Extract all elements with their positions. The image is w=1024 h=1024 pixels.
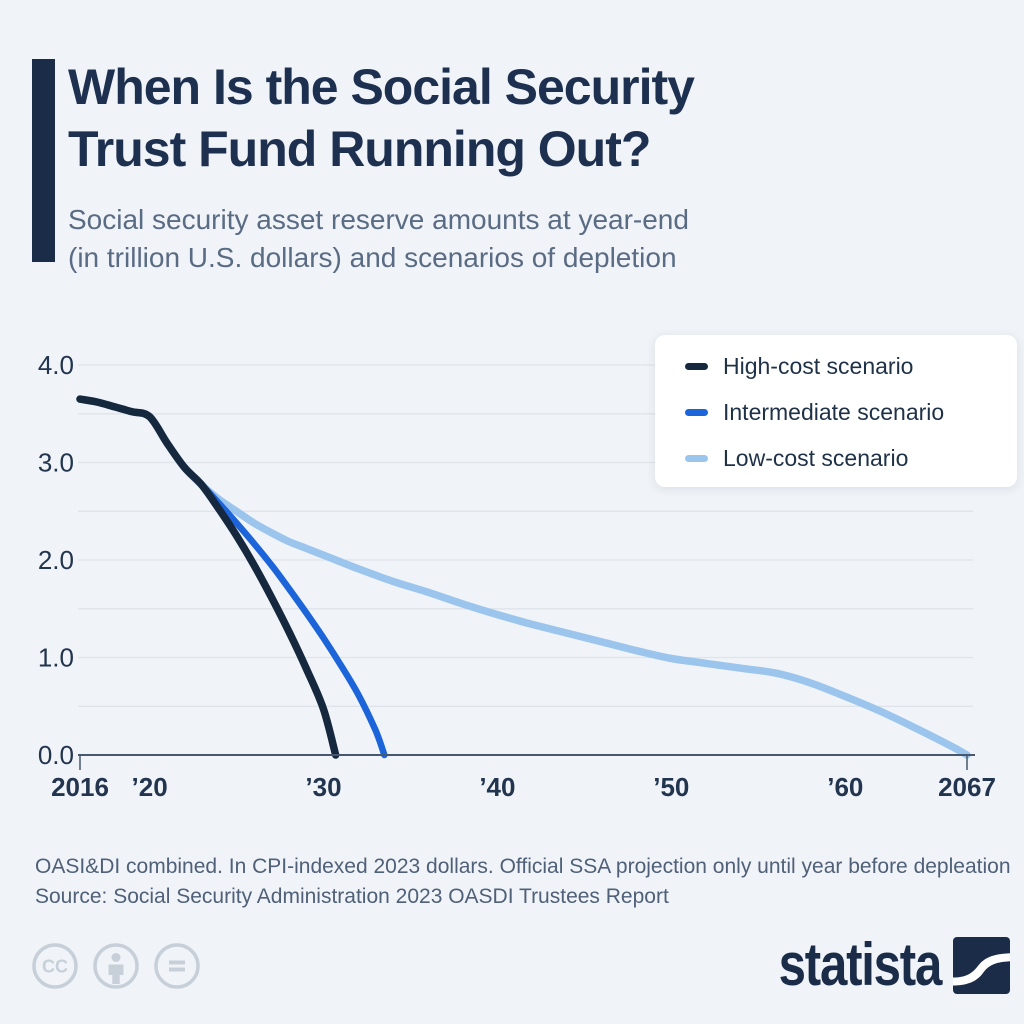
legend-item-low-cost: Low-cost scenario [685,435,1017,481]
svg-text:2.0: 2.0 [38,545,74,575]
statista-wordmark: statista [778,931,943,998]
y-axis-labels: 0.0 1.0 2.0 3.0 4.0 [38,350,74,770]
svg-text:’40: ’40 [479,772,515,802]
svg-text:1.0: 1.0 [38,643,74,673]
series-lines [76,395,971,759]
svg-text:3.0: 3.0 [38,448,74,478]
series-line-1 [76,395,388,759]
svg-text:4.0: 4.0 [38,350,74,380]
legend-item-high-cost: High-cost scenario [685,343,1017,389]
legend-label-high-cost: High-cost scenario [723,352,914,379]
svg-text:2016: 2016 [51,772,109,802]
page-title-line2: Trust Fund Running Out? [68,121,651,177]
title-accent-bar [32,59,55,262]
svg-text:’20: ’20 [132,772,168,802]
cc-icon: CC [32,943,78,989]
statista-logo-icon [953,936,1010,994]
page-subtitle-line2: (in trillion U.S. dollars) and scenarios… [68,242,677,273]
page-title-line1: When Is the Social Security [68,59,695,115]
chart-svg: 0.0 1.0 2.0 3.0 4.0 2016 ’20 ’30 ’40 ’50 ’60 2067 [38,350,996,802]
svg-text:’50: ’50 [653,772,689,802]
legend-label-intermediate: Intermediate scenario [723,398,945,425]
intermediate-line-swatch [685,408,708,416]
low-cost-line-swatch [685,454,708,462]
x-axis [78,754,975,770]
footnote-source: Source: Social Security Administration 2… [35,885,669,908]
line-chart: 0.0 1.0 2.0 3.0 4.0 2016 ’20 ’30 ’40 ’50 ’60 2067 [0,330,1024,812]
statista-logo: statista [743,933,1010,997]
legend-item-intermediate: Intermediate scenario [685,389,1017,435]
svg-text:2067: 2067 [938,772,996,802]
footnote-note: OASI&DI combined. In CPI-indexed 2023 do… [35,855,1011,878]
cc-nd-equals-icon [154,943,200,989]
svg-text:0.0: 0.0 [38,740,74,770]
high-cost-line-swatch [685,362,708,370]
cc-by-attribution-icon [93,943,139,989]
footnotes: OASI&DI combined. In CPI-indexed 2023 do… [35,852,1011,912]
cc-license-icons: CC [30,941,202,991]
svg-text:’30: ’30 [305,772,341,802]
chart-legend: High-cost scenario Intermediate scenario… [655,335,1017,487]
page-subtitle: Social security asset reserve amounts at… [68,201,689,277]
series-line-0 [76,395,340,759]
page-subtitle-line1: Social security asset reserve amounts at… [68,204,689,235]
svg-text:’60: ’60 [827,772,863,802]
legend-label-low-cost: Low-cost scenario [723,444,909,471]
svg-text:CC: CC [42,957,68,977]
x-axis-labels: 2016 ’20 ’30 ’40 ’50 ’60 2067 [51,772,996,802]
page-title: When Is the Social Security Trust Fund R… [68,56,695,180]
